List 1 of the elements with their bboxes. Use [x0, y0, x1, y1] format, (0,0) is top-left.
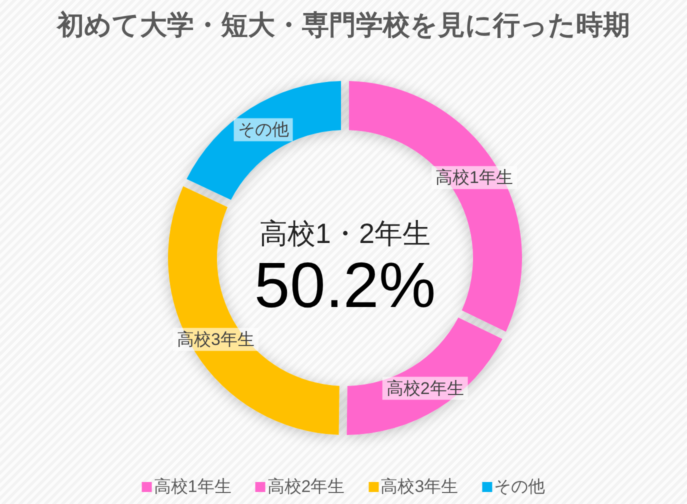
title: 初めて大学・短大・専門学校を見に行った時期	[57, 10, 630, 40]
